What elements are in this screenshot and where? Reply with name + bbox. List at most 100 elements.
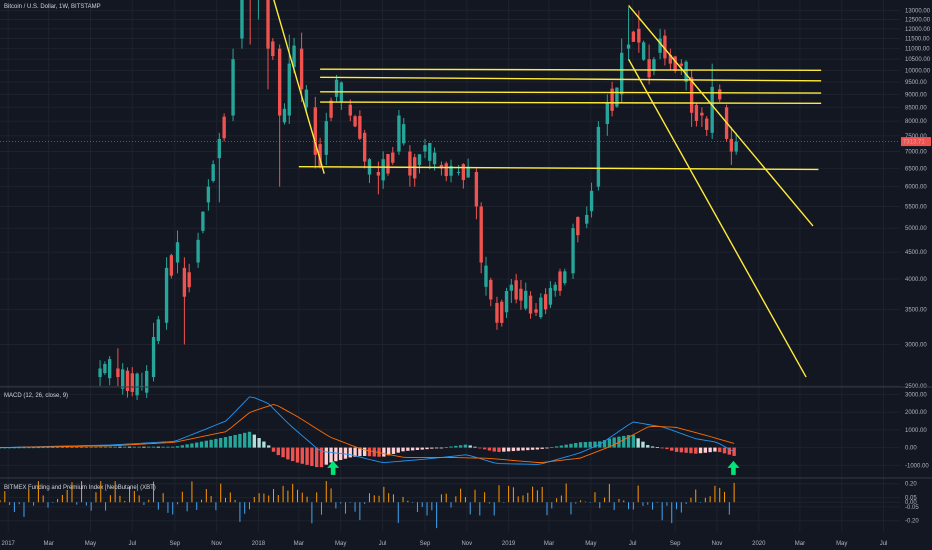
trendline-2018-downtrend[interactable] <box>250 0 325 174</box>
macd-histogram-bar <box>123 446 127 448</box>
macd-histogram-bar <box>650 446 655 448</box>
candle-body <box>444 163 448 177</box>
trendline-channel-lower[interactable] <box>627 58 807 378</box>
candle-body <box>358 115 362 139</box>
macd-histogram-bar <box>588 441 592 448</box>
candle-body <box>700 112 704 116</box>
candle-body <box>489 279 493 300</box>
candle-body <box>637 28 641 43</box>
macd-histogram-bar <box>641 441 645 448</box>
macd-histogram-bar <box>300 447 304 464</box>
macd-histogram-bar <box>391 447 396 454</box>
buy-arrow-1 <box>327 460 340 475</box>
funding-bar <box>172 502 174 515</box>
candle-body <box>125 370 130 392</box>
funding-bar <box>412 502 414 503</box>
price-axis[interactable]: 2500.003000.003500.004000.004500.005000.… <box>905 9 931 525</box>
funding-bar <box>436 502 438 529</box>
candle-body <box>353 116 357 127</box>
macd-histogram-bar <box>718 447 722 453</box>
macd-pane[interactable] <box>0 396 740 475</box>
price-tick-label: 8500.00 <box>905 105 927 111</box>
trendline-resistance-8650[interactable] <box>320 101 822 105</box>
macd-histogram-bar <box>343 447 348 459</box>
macd-histogram-bar <box>65 447 69 448</box>
funding-bar <box>383 486 385 503</box>
funding-bar <box>364 502 366 504</box>
candle-body <box>652 59 656 72</box>
candle-body <box>282 108 287 123</box>
funding-bar <box>656 502 658 504</box>
macd-histogram-bar <box>161 446 165 448</box>
trendline-channel-upper[interactable] <box>628 4 814 227</box>
funding-bar <box>719 487 721 503</box>
macd-title: MACD (12, 26, close, 9) <box>4 393 68 399</box>
funding-bar <box>124 500 126 503</box>
funding-bar <box>556 498 558 503</box>
price-tick-label: 3500.00 <box>905 307 927 313</box>
funding-bar <box>229 492 231 503</box>
candle-body <box>103 363 107 374</box>
macd-histogram-bar <box>36 447 41 449</box>
macd-histogram-bar <box>70 447 74 448</box>
funding-bar <box>460 488 462 503</box>
price-tick-label: 8000.00 <box>905 119 927 125</box>
macd-histogram-bar <box>713 447 717 452</box>
macd-histogram-bar <box>425 447 429 450</box>
funding-bar <box>359 502 361 521</box>
funding-bar <box>613 502 615 511</box>
candle-body <box>187 272 191 288</box>
funding-bar <box>287 490 289 503</box>
signal-line <box>0 404 735 463</box>
macd-histogram-bar <box>478 447 482 449</box>
funding-bar <box>570 502 572 515</box>
funding-bar <box>344 502 346 514</box>
macd-histogram-bar <box>530 447 535 450</box>
macd-histogram-bar <box>631 434 636 448</box>
funding-bar <box>623 500 625 503</box>
trendline-resistance-9600[interactable] <box>320 76 822 82</box>
macd-histogram-bar <box>113 446 117 448</box>
macd-histogram-bar <box>516 447 520 451</box>
funding-bar <box>676 502 678 510</box>
candle-body <box>474 171 479 207</box>
macd-histogram-bar <box>607 438 612 448</box>
funding-bar <box>119 495 121 503</box>
candle-body <box>423 145 427 152</box>
funding-bar <box>522 495 524 503</box>
time-axis[interactable]: 2017 Mar May Jul Sep Nov 2018 Mar May Jul Sep Nov 20… <box>2 541 888 547</box>
macd-histogram-bar <box>271 447 276 452</box>
funding-bar <box>215 502 217 511</box>
macd-histogram-bar <box>27 447 31 449</box>
funding-tick-label: 0.20 <box>905 482 917 488</box>
macd-histogram-bar <box>315 447 319 468</box>
candle-body <box>689 77 694 113</box>
trendline-support-6500[interactable] <box>298 165 819 171</box>
macd-histogram-bar <box>569 443 573 448</box>
candle-body <box>596 126 601 187</box>
candle-body <box>334 79 339 97</box>
time-tick-label: Sep <box>670 541 681 547</box>
funding-bar <box>181 491 183 503</box>
funding-bar <box>628 502 630 510</box>
funding-bar <box>205 488 207 503</box>
price-pane[interactable] <box>0 0 900 401</box>
funding-bar <box>325 481 327 503</box>
last-price-label: 7313.71 <box>903 140 925 146</box>
macd-histogram-bar <box>142 446 146 448</box>
price-tick-label: 5500.00 <box>905 204 927 210</box>
price-tick-label: 11000.00 <box>905 47 930 53</box>
macd-histogram-bar <box>694 447 698 454</box>
candle-body <box>589 190 594 212</box>
funding-pane[interactable] <box>0 481 735 529</box>
funding-bar <box>445 493 447 503</box>
trendline-resistance-9050[interactable] <box>320 91 822 94</box>
trendline-resistance-10000[interactable] <box>320 68 822 72</box>
time-tick-label: Mar <box>43 541 53 547</box>
candle-body <box>504 290 509 313</box>
funding-bar <box>13 502 15 512</box>
candle-body <box>402 124 406 144</box>
time-tick-label: Mar <box>294 541 304 547</box>
funding-bar <box>431 502 433 511</box>
